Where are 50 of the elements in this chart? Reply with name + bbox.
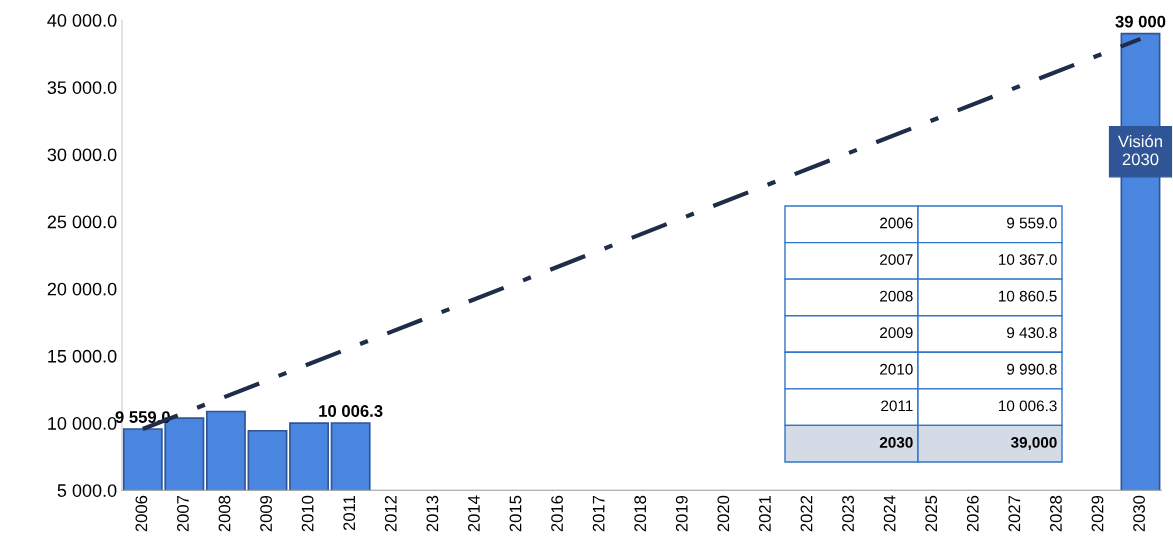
- x-tick-label: 2014: [468, 495, 480, 532]
- annotation: 9 990.8: [1007, 363, 1057, 375]
- x-tick-label: 2028: [1050, 495, 1062, 532]
- x-tick-label: 2020: [717, 495, 730, 532]
- x-tick-label: 2010: [301, 495, 314, 532]
- x-tick-label: 2023: [842, 495, 854, 532]
- y-tick-label: 40 000.0: [47, 14, 117, 27]
- x-tick-label: 2027: [1008, 495, 1021, 532]
- y-tick-label: 30 000.0: [47, 148, 117, 162]
- annotation: 39,000: [1010, 437, 1057, 451]
- annotation: 10 367.0: [999, 254, 1057, 265]
- annotation: 2007: [880, 254, 913, 265]
- x-tick-label: 2006: [135, 495, 148, 532]
- annotation: 2011: [881, 400, 913, 412]
- y-tick-label: 35 000.0: [47, 81, 117, 94]
- x-tick-label: 2015: [509, 495, 522, 532]
- x-tick-label: 2013: [426, 495, 439, 532]
- annotation: 2030: [879, 437, 913, 448]
- annotation: 9 430.8: [1007, 327, 1057, 339]
- annotation: 10 860.5: [999, 290, 1057, 302]
- x-tick-label: 2011: [343, 495, 356, 531]
- x-tick-label: 2009: [260, 495, 272, 532]
- x-tick-label: 2017: [592, 495, 605, 532]
- x-tick-label: 2024: [883, 495, 896, 532]
- annotation: 2006: [880, 217, 913, 229]
- annotation: 9 559.0: [1007, 217, 1057, 229]
- x-tick-label: 2012: [384, 495, 397, 532]
- y-tick-label: 25 000.0: [47, 215, 117, 229]
- data-label: 10 006.3: [319, 405, 383, 417]
- x-tick-label: 2026: [966, 495, 979, 532]
- x-tick-label: 2019: [675, 495, 688, 532]
- x-tick-label: 2008: [218, 495, 231, 532]
- x-tick-label: 2016: [551, 495, 563, 532]
- data-label: 39 000: [1115, 15, 1166, 28]
- y-tick-label: 10 000.0: [48, 417, 117, 430]
- annotation: 2009: [880, 327, 913, 339]
- x-tick-label: 2018: [634, 495, 647, 532]
- annotation: Visión 2030: [1118, 134, 1162, 166]
- y-tick-label: 15 000.0: [48, 349, 117, 363]
- x-tick-label: 2030: [1133, 495, 1145, 532]
- y-tick-label: 20 000.0: [47, 282, 117, 296]
- annotation: 10 006.3: [999, 400, 1057, 412]
- x-tick-label: 2022: [800, 495, 813, 532]
- x-tick-label: 2029: [1091, 495, 1104, 532]
- x-tick-label: 2007: [177, 495, 189, 532]
- annotation: 2008: [880, 290, 913, 302]
- y-tick-label: 5 000.0: [57, 484, 117, 497]
- x-tick-label: 2025: [925, 495, 938, 532]
- annotation: 2010: [880, 363, 913, 375]
- x-tick-label: 2021: [759, 495, 771, 532]
